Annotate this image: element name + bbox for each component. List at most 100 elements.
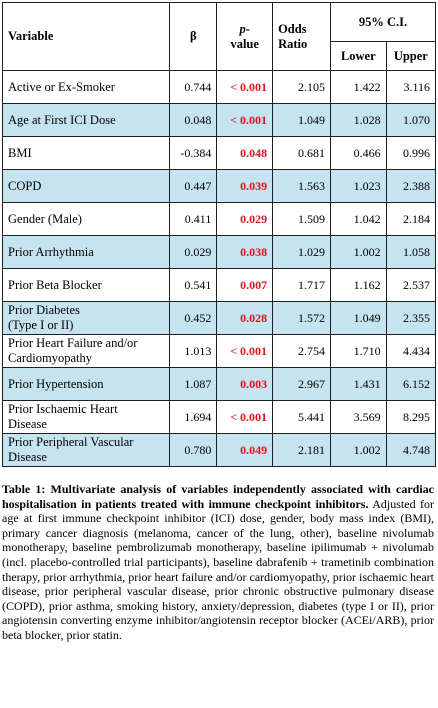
cell-odds-ratio: 2.105 [272,70,331,104]
cell-odds-ratio: 2.754 [272,334,331,368]
cell-odds-ratio: 2.967 [272,367,331,401]
header-variable: Variable [1,2,171,71]
cell-upper: 8.295 [385,400,437,434]
cell-lower: 1.431 [329,367,387,401]
results-table: Variable β p- value Odds Ratio 95% C.I. … [1,2,437,467]
cell-variable: Prior Peripheral Vascular Disease [1,433,171,467]
cell-variable: Prior Ischaemic Heart Disease [1,400,171,434]
cell-lower: 0.466 [329,136,387,170]
cell-lower: 1.042 [329,202,387,236]
header-p-value-line1: p- [239,21,250,36]
table-row: Age at First ICI Dose 0.048 < 0.001 1.04… [1,103,437,137]
table-row: Active or Ex-Smoker 0.744 < 0.001 2.105 … [1,70,437,104]
cell-variable: Gender (Male) [1,202,171,236]
cell-variable-line2: Cardiomyopathy [8,351,93,365]
cell-variable-line1: Prior Diabetes [8,303,80,317]
table-row: Prior Diabetes (Type I or II) 0.452 0.02… [1,301,437,335]
cell-p-value: 0.007 [216,268,274,302]
cell-p-value: < 0.001 [216,400,274,434]
table-row: BMI -0.384 0.048 0.681 0.466 0.996 [1,136,437,170]
cell-lower: 1.028 [329,103,387,137]
cell-p-value: < 0.001 [216,334,274,368]
cell-upper: 6.152 [385,367,437,401]
cell-odds-ratio: 2.181 [272,433,331,467]
cell-p-value: < 0.001 [216,103,274,137]
cell-lower: 1.023 [329,169,387,203]
header-p-value-line2: value [230,36,259,51]
cell-beta: 1.013 [169,334,218,368]
cell-beta: 0.780 [169,433,218,467]
cell-lower: 1.710 [329,334,387,368]
cell-odds-ratio: 1.509 [272,202,331,236]
cell-beta: 0.447 [169,169,218,203]
cell-variable: Active or Ex-Smoker [1,70,171,104]
table-subheader-row: Lower Upper [3,41,437,71]
cell-lower: 1.049 [329,301,387,335]
table-row: COPD 0.447 0.039 1.563 1.023 2.388 [1,169,437,203]
cell-odds-ratio: 1.049 [272,103,331,137]
cell-p-value: 0.003 [216,367,274,401]
cell-odds-ratio: 1.029 [272,235,331,269]
cell-variable-line2: Disease [8,417,47,431]
header-odds-ratio-line2: Ratio [278,36,308,51]
cell-upper: 2.184 [385,202,437,236]
table-row: Prior Arrhythmia 0.029 0.038 1.029 1.002… [1,235,437,269]
cell-beta: 0.029 [169,235,218,269]
caption-label: Table 1 [2,482,42,496]
cell-variable-line2: (Type I or II) [8,318,74,332]
cell-upper: 4.748 [385,433,437,467]
header-upper: Upper [385,41,437,71]
caption-title: : Multivariate analysis of variables ind… [2,482,434,511]
cell-upper: 0.996 [385,136,437,170]
cell-upper: 4.434 [385,334,437,368]
cell-variable: Prior Hypertension [1,367,171,401]
cell-lower: 3.569 [329,400,387,434]
caption-body: Adjusted for age at first immune checkpo… [2,496,434,642]
header-beta: β [169,2,218,71]
cell-upper: 1.058 [385,235,437,269]
table-row: Gender (Male) 0.411 0.029 1.509 1.042 2.… [1,202,437,236]
cell-p-value: 0.038 [216,235,274,269]
header-p-value: p- value [216,2,274,71]
header-odds-ratio: Odds Ratio [272,2,331,71]
cell-variable-line2: Disease [8,450,47,464]
cell-p-value: 0.029 [216,202,274,236]
cell-p-value: 0.028 [216,301,274,335]
cell-upper: 3.116 [385,70,437,104]
cell-beta: 0.411 [169,202,218,236]
table-caption: Table 1: Multivariate analysis of variab… [2,482,434,643]
cell-lower: 1.162 [329,268,387,302]
cell-p-value: < 0.001 [216,70,274,104]
cell-odds-ratio: 1.572 [272,301,331,335]
cell-p-value: 0.049 [216,433,274,467]
cell-lower: 1.002 [329,433,387,467]
cell-lower: 1.422 [329,70,387,104]
cell-p-value: 0.039 [216,169,274,203]
cell-variable: BMI [1,136,171,170]
cell-p-value: 0.048 [216,136,274,170]
header-odds-ratio-line1: Odds [278,21,307,36]
cell-variable-line1: Prior Ischaemic Heart [8,402,118,416]
cell-odds-ratio: 1.563 [272,169,331,203]
cell-variable: COPD [1,169,171,203]
cell-odds-ratio: 5.441 [272,400,331,434]
cell-beta: 0.048 [169,103,218,137]
table-row: Prior Heart Failure and/or Cardiomyopath… [1,334,437,368]
cell-odds-ratio: 0.681 [272,136,331,170]
cell-beta: 0.452 [169,301,218,335]
cell-upper: 2.355 [385,301,437,335]
table-row: Prior Hypertension 1.087 0.003 2.967 1.4… [1,367,437,401]
cell-variable: Prior Arrhythmia [1,235,171,269]
cell-variable: Age at First ICI Dose [1,103,171,137]
table-row: Prior Beta Blocker 0.541 0.007 1.717 1.1… [1,268,437,302]
cell-beta: -0.384 [169,136,218,170]
header-ci: 95% C.I. [329,2,437,42]
cell-beta: 0.541 [169,268,218,302]
cell-upper: 1.070 [385,103,437,137]
cell-beta: 0.744 [169,70,218,104]
cell-variable: Prior Beta Blocker [1,268,171,302]
cell-variable-line1: Prior Heart Failure and/or [8,336,138,350]
table-row: Prior Ischaemic Heart Disease 1.694 < 0.… [1,400,437,434]
cell-variable: Prior Diabetes (Type I or II) [1,301,171,335]
